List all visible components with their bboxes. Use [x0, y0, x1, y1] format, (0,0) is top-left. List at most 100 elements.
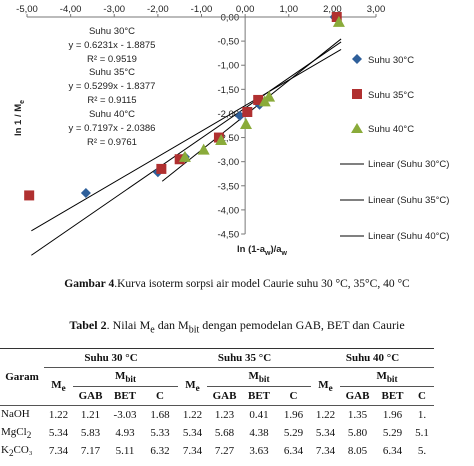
value-cell: 6.34	[382, 445, 403, 457]
x-tick-label: -4,00	[60, 4, 82, 15]
x-tick-label: 0,00	[236, 4, 255, 15]
trend-line-0	[31, 41, 342, 256]
y-tick-label: -0,50	[217, 37, 239, 48]
method-header: C	[418, 390, 426, 402]
x-tick-label: -5,00	[16, 4, 38, 15]
table-body: NaOH 1.22 1.21 -3.03 1.68 1.22 1.23 0.41 1.96 1.2…	[0, 406, 434, 461]
point-suhu-40	[178, 150, 191, 162]
x-tick-label: -1,00	[191, 4, 213, 15]
legend-label-40: Suhu 40°C	[368, 124, 414, 135]
legend-label-fit-35: Linear (Suhu 35°C)	[368, 195, 449, 206]
value-cell: 7.34	[315, 445, 336, 457]
point-suhu-35	[24, 190, 35, 201]
method-header: C	[289, 390, 298, 402]
x-tick-label: -3,00	[103, 4, 125, 15]
x-tick-label: 1,00	[280, 4, 299, 15]
salt-cell: K2CO₃	[1, 443, 33, 459]
value-cell: 1.22	[182, 409, 203, 421]
mbit-header: Mbit	[207, 367, 311, 387]
mbit-header: Mbit	[340, 367, 434, 387]
value-cell: 3.63	[249, 445, 269, 457]
value-cell: 6.32	[150, 445, 170, 457]
point-suhu-30	[80, 188, 91, 199]
point-suhu-40	[197, 143, 210, 155]
me-header: Me	[51, 379, 66, 394]
value-cell: 5.34	[48, 427, 69, 439]
group-header-30: Suhu 30 °C	[44, 348, 178, 368]
value-cell: 5.11	[115, 445, 135, 457]
point-suhu-35	[156, 163, 167, 174]
method-header: GAB	[345, 390, 370, 402]
eq-title-30: Suhu 30°C	[89, 26, 135, 37]
eq-formula-30: y = 0.6231x - 1.8875	[69, 40, 156, 51]
value-cell: 5.83	[80, 427, 101, 439]
trend-lines	[31, 38, 342, 256]
y-tick-label: -1,50	[217, 85, 239, 96]
legend-label-30: Suhu 30°C	[368, 55, 414, 66]
value-cell: 7.34	[182, 445, 203, 457]
value-cell: 6.34	[283, 445, 304, 457]
salt-cell: NaOH	[1, 407, 30, 420]
salt-cell: MgCl2	[1, 425, 32, 441]
group-header-35: Suhu 35 °C	[178, 348, 311, 368]
y-tick-label: -4,00	[217, 205, 239, 216]
eq-r2-40: R² = 0.9761	[87, 137, 137, 148]
point-suhu-40	[215, 133, 228, 145]
legend-label-fit-30: Linear (Suhu 30°C)	[368, 159, 449, 170]
me-header: Me	[318, 379, 333, 394]
value-cell: 1.35	[347, 409, 368, 421]
value-cell: 5.29	[283, 427, 304, 439]
method-header: C	[156, 390, 164, 402]
value-cell: 5.34	[315, 427, 336, 439]
value-cell: 7.17	[80, 445, 101, 457]
method-header: BET	[247, 390, 270, 402]
value-cell: 5.80	[347, 427, 368, 439]
x-tick-labels: -5,00 -4,00 -3,00 -2,00 -1,00 0,00 1,00 2,00 3,0…	[16, 4, 385, 15]
results-table: Garam Suhu 30 °C Suhu 35 °C Suhu 40 °C M…	[0, 348, 434, 460]
x-tick-label: 2,00	[323, 4, 342, 15]
legend-label-fit-40: Linear (Suhu 40°C)	[368, 231, 449, 242]
value-cell: 1.96	[382, 409, 403, 421]
method-header: BET	[381, 390, 404, 402]
method-header: GAB	[78, 390, 103, 402]
garam-header: Garam	[5, 371, 39, 383]
point-suhu-35	[174, 154, 185, 165]
me-header: Me	[185, 379, 200, 394]
value-cell: 5.34	[182, 427, 203, 439]
point-suhu-35	[242, 106, 253, 117]
value-cell: 8.05	[347, 445, 368, 457]
y-tick-labels: 0,00 -0,50 -1,00 -1,50 -2,00 -2,50 -3,00 -3,50 -…	[217, 13, 239, 241]
value-cell: 5.29	[382, 427, 403, 439]
point-suhu-40	[263, 90, 276, 102]
y-tick-label: -1,00	[217, 61, 239, 72]
y-tick-label: -2,50	[217, 133, 239, 144]
table-row: MgCl2 5.34 5.83 4.93 5.33 5.34 5.68 4.38 5.29 5.3…	[0, 424, 434, 442]
value-cell: 7.27	[214, 445, 235, 457]
point-suhu-40	[239, 118, 252, 130]
value-cell: 1.22	[48, 409, 69, 421]
y-axis-label: ln 1 / Me	[13, 100, 26, 136]
value-cell: 5.1	[415, 427, 429, 439]
value-cell: 7.34	[48, 445, 69, 457]
value-cell: 1.96	[283, 409, 304, 421]
trend-line-1	[31, 48, 342, 232]
value-cell: 5.68	[214, 427, 235, 439]
value-cell: 5.33	[150, 427, 170, 439]
eq-formula-35: y = 0.5299x - 1.8377	[69, 81, 156, 92]
point-suhu-35	[213, 132, 224, 143]
value-cell: 1.	[417, 409, 427, 421]
eq-title-40: Suhu 40°C	[89, 109, 135, 120]
data-points	[24, 12, 345, 201]
value-cell: 1.21	[80, 409, 101, 421]
equation-block: Suhu 30°C y = 0.6231x - 1.8875 R² = 0.95…	[69, 26, 156, 148]
value-cell: 5.	[417, 445, 427, 457]
eq-formula-40: y = 0.7197x - 2.0386	[69, 123, 156, 134]
table-row: K2CO₃ 7.34 7.17 5.11 6.32 7.34 7.27 3.63 6.34 7.3…	[0, 442, 434, 460]
value-cell: 4.93	[115, 427, 135, 439]
value-cell: 1.22	[315, 409, 336, 421]
point-suhu-40	[332, 15, 345, 27]
eq-r2-30: R² = 0.9519	[87, 54, 137, 65]
x-tick-label: -2,00	[147, 4, 169, 15]
y-tick-label: -3,50	[217, 181, 239, 192]
caurie-chart: -5,00 -4,00 -3,00 -2,00 -1,00 0,00 1,00 2,00 3,0…	[13, 4, 449, 257]
